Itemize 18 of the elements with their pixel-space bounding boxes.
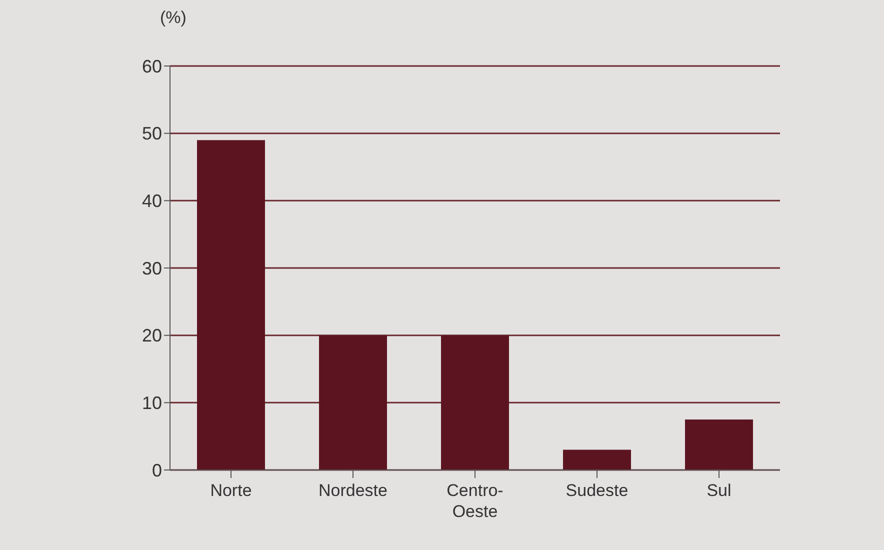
x-tick-label: Nordeste: [318, 481, 388, 500]
y-tick-label: 0: [152, 460, 162, 480]
y-tick-label: 30: [142, 258, 162, 278]
y-tick-label: 60: [142, 56, 162, 76]
bar: [319, 335, 387, 470]
bar: [685, 420, 753, 470]
y-tick-label: 40: [142, 191, 162, 212]
y-tick-label: 50: [142, 124, 162, 144]
bar: [197, 140, 265, 470]
y-tick-label: 20: [142, 326, 162, 346]
bar: [563, 450, 631, 470]
x-tick-label: Centro-Oeste: [446, 481, 504, 521]
x-tick-label: Norte: [210, 481, 252, 500]
x-tick-label: Sul: [706, 481, 732, 500]
y-axis-title: (%): [160, 8, 186, 28]
x-tick-label: Sudeste: [566, 481, 628, 500]
bar: [441, 335, 509, 470]
y-tick-label: 10: [142, 393, 162, 414]
